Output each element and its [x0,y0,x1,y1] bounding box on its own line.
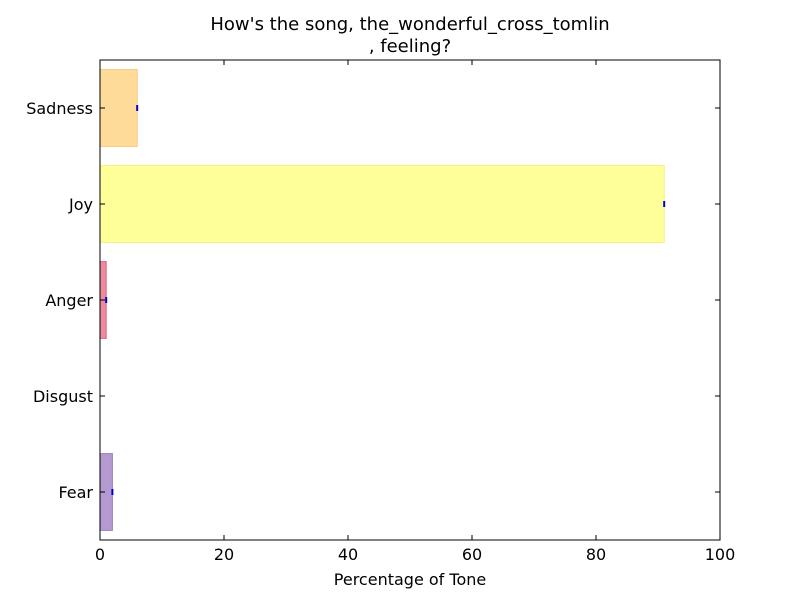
x-tick-label-40: 40 [338,545,358,564]
y-tick-label-anger: Anger [45,291,93,310]
x-tick-label-60: 60 [462,545,482,564]
x-tick-label-80: 80 [586,545,606,564]
x-axis-label: Percentage of Tone [334,570,486,589]
ticks-group: 0 20 40 60 80 100 Fear Disgust Anger Joy Sadness [26,60,735,564]
bar-joy [99,165,665,243]
x-tick-label-20: 20 [214,545,234,564]
chart-title-line-2: , feeling? [369,36,451,57]
chart-title: How's the song, the_wonderful_cross_toml… [210,14,609,57]
x-tick-label-0: 0 [95,545,105,564]
bar-sadness [99,69,138,147]
chart-title-line-1: How's the song, the_wonderful_cross_toml… [210,14,609,35]
x-tick-label-100: 100 [705,545,736,564]
plot-frame [99,59,721,541]
bars-group [99,69,666,531]
y-tick-label-joy: Joy [68,195,93,214]
y-tick-label-fear: Fear [58,483,93,502]
y-tick-label-disgust: Disgust [33,387,93,406]
y-tick-label-sadness: Sadness [26,99,93,118]
